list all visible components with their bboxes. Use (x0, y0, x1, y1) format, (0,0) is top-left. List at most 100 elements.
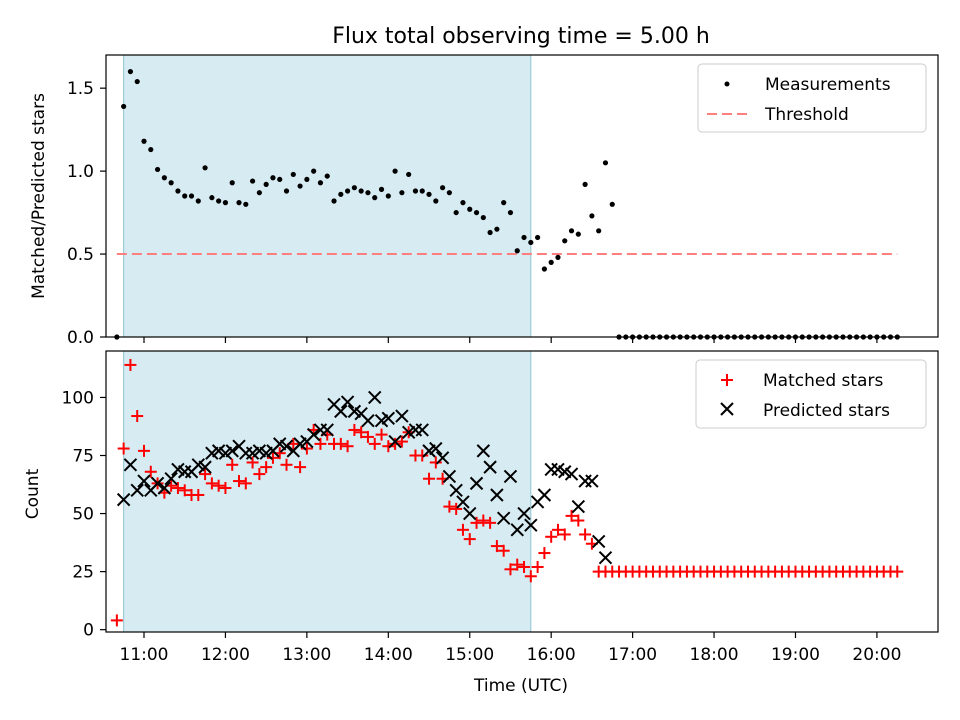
y-tick-label-0: 0 (83, 621, 94, 641)
measurement-point-4 (141, 138, 147, 144)
matched-point-14 (205, 477, 218, 490)
matched-point-38 (368, 437, 381, 450)
matched-point-27 (294, 461, 307, 474)
predicted-point-53 (476, 444, 491, 458)
predicted-point-32 (334, 404, 348, 419)
measurement-point-61 (528, 239, 534, 246)
matched-point-22 (260, 461, 273, 474)
bottom-panel: 0 25 50 75 100 11:00 12:00 13:00 14:00 15:00 16:0… (23, 350, 939, 696)
matched-point-2 (124, 358, 137, 371)
predicted-point-39 (381, 411, 396, 426)
matched-point-61 (524, 570, 537, 583)
measurement-point-43 (406, 171, 412, 178)
measurement-point-73 (609, 201, 615, 207)
predicted-point-55 (490, 488, 504, 502)
measurement-point-69 (582, 181, 588, 187)
matched-point-65 (551, 523, 564, 536)
predicted-point-52 (469, 476, 484, 491)
matched-point-64 (545, 530, 558, 543)
top-panel: 0.0 0.5 1.0 1.5 Matched/Predicted stars Mea… (29, 54, 939, 348)
matched-point-9 (171, 482, 184, 495)
x-tick-label-6: 17:00 (608, 645, 657, 665)
matched-point-115 (891, 565, 904, 578)
legend-marker-measurements (724, 81, 730, 87)
x-tick-label-7: 18:00 (690, 645, 739, 665)
matched-point-23 (266, 451, 279, 464)
measurement-point-24 (277, 176, 283, 183)
matched-point-5 (144, 465, 157, 478)
matched-point-63 (538, 547, 551, 560)
x-tick-label-5: 16:00 (527, 645, 576, 665)
measurement-point-60 (521, 234, 527, 241)
matched-point-19 (239, 477, 252, 490)
matched-point-20 (246, 456, 259, 469)
matched-point-41 (389, 437, 402, 450)
bottom-legend: Matched stars Predicted stars (695, 359, 927, 429)
measurement-point-35 (351, 185, 357, 191)
predicted-point-50 (456, 495, 470, 509)
matched-point-54 (477, 514, 490, 527)
measurement-point-57 (501, 200, 507, 206)
predicted-point-47 (435, 451, 450, 465)
predicted-point-67 (571, 499, 586, 514)
measurement-point-10 (182, 193, 188, 199)
measurement-point-13 (202, 165, 208, 171)
matched-point-16 (219, 482, 232, 495)
predicted-point-44 (415, 423, 429, 437)
predicted-point-41 (395, 409, 409, 423)
predicted-point-58 (510, 523, 524, 537)
measurement-point-49 (446, 190, 452, 196)
matched-point-69 (579, 528, 592, 541)
matched-point-10 (178, 484, 191, 497)
predicted-point-69 (585, 474, 599, 488)
x-tick-label-2: 13:00 (282, 645, 331, 665)
matched-point-21 (253, 468, 266, 481)
matched-point-42 (395, 435, 408, 448)
measurement-point-29 (311, 168, 317, 174)
measurement-point-14 (209, 195, 215, 201)
predicted-point-0 (116, 492, 131, 507)
top-y-axis: 0.0 0.5 1.0 1.5 (67, 79, 106, 348)
predicted-point-46 (429, 441, 443, 456)
predicted-point-66 (564, 467, 579, 481)
predicted-point-6 (157, 481, 172, 495)
y-tick-label-0: 0.0 (67, 328, 94, 348)
measurement-point-15 (216, 198, 222, 204)
matched-point-25 (280, 458, 293, 471)
predicted-point-56 (496, 511, 511, 525)
matched-point-57 (497, 544, 510, 557)
predicted-point-2 (130, 483, 144, 498)
measurement-point-46 (426, 191, 432, 197)
measurement-point-62 (535, 234, 541, 241)
x-tick-label-8: 19:00 (771, 645, 820, 665)
y-tick-label-1: 0.5 (67, 245, 94, 265)
measurement-point-22 (263, 181, 269, 187)
matched-point-35 (348, 423, 361, 436)
measurement-point-51 (460, 200, 466, 206)
predicted-point-48 (442, 469, 457, 484)
matched-point-46 (423, 472, 436, 485)
matched-point-4 (138, 444, 151, 457)
measurement-point-58 (507, 209, 514, 216)
measurement-point-71 (596, 228, 602, 234)
legend-label-matched: Matched stars (763, 371, 883, 391)
predicted-point-62 (537, 488, 552, 502)
measurement-point-36 (358, 188, 364, 194)
matched-point-1 (117, 442, 130, 455)
legend-label-predicted: Predicted stars (763, 401, 890, 421)
predicted-point-57 (503, 469, 518, 484)
matched-point-55 (484, 516, 497, 529)
measurement-point-65 (555, 254, 561, 260)
predicted-point-37 (368, 390, 382, 405)
measurement-point-7 (161, 175, 167, 181)
y-tick-label-4: 100 (62, 388, 94, 408)
matched-point-0 (110, 614, 123, 627)
matched-point-40 (382, 440, 395, 453)
legend-label-threshold: Threshold (764, 105, 849, 125)
predicted-point-5 (150, 476, 165, 491)
measurement-point-1 (121, 103, 127, 110)
measurement-point-47 (433, 198, 439, 204)
measurement-point-56 (494, 226, 500, 232)
measurement-point-42 (399, 190, 405, 196)
